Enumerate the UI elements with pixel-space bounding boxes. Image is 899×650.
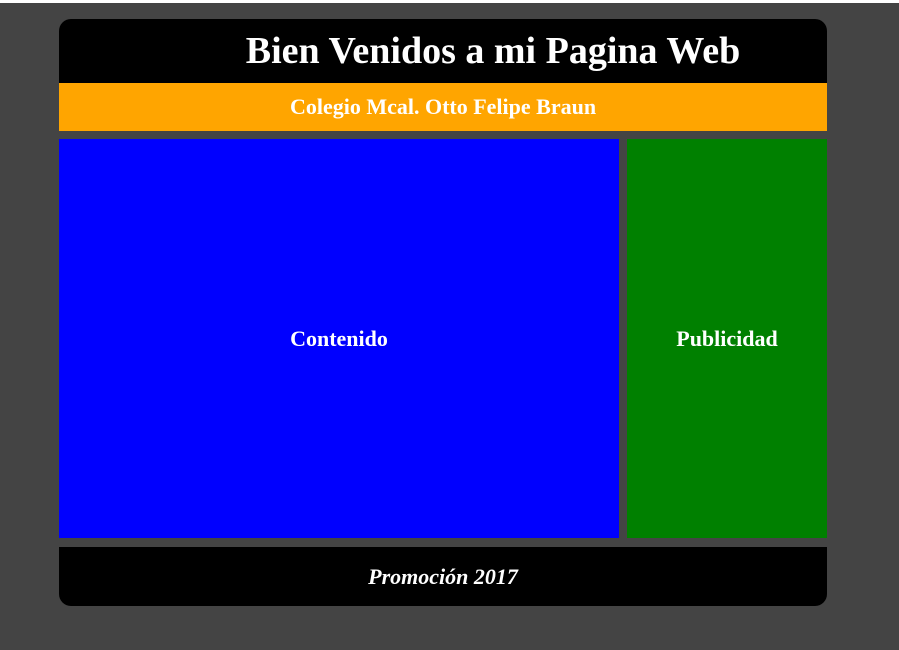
page-title: Bien Venidos a mi Pagina Web [245,30,741,72]
page-footer: Promoción 2017 [59,547,827,606]
ads-label: Publicidad [676,325,778,351]
page-header: Bien Venidos a mi Pagina Web [59,19,827,83]
content-section: Contenido [59,139,619,538]
top-border [0,0,899,3]
content-label: Contenido [290,325,388,351]
advertising-section: Publicidad [627,139,827,538]
school-banner: Colegio Mcal. Otto Felipe Braun [59,83,827,131]
school-name: Colegio Mcal. Otto Felipe Braun [289,94,597,119]
footer-text: Promoción 2017 [368,564,518,589]
